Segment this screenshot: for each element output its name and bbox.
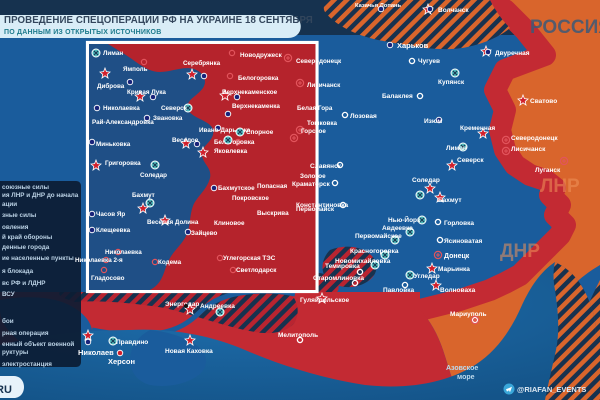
svg-text:Бахмут: Бахмут — [438, 197, 462, 204]
svg-text:Николаевка: Николаевка — [103, 105, 140, 112]
svg-text:Мелитополь: Мелитополь — [278, 332, 318, 339]
svg-text:Спорное: Спорное — [246, 129, 274, 136]
svg-text:Белогоровка: Белогоровка — [238, 75, 279, 82]
svg-text:Изюм: Изюм — [424, 118, 442, 125]
svg-text:Кременная: Кременная — [460, 125, 495, 132]
svg-text:Павловка: Павловка — [383, 287, 414, 294]
svg-text:Верхнекаменское: Верхнекаменское — [222, 89, 278, 96]
svg-text:Горское: Горское — [301, 128, 326, 135]
svg-text:Харьков: Харьков — [397, 41, 429, 50]
svg-text:Славянск: Славянск — [310, 163, 342, 170]
svg-text:Серебрянка: Серебрянка — [183, 59, 221, 67]
svg-text:Красногоровка: Красногоровка — [350, 248, 399, 255]
svg-text:Гуляйпольское: Гуляйпольское — [300, 296, 349, 304]
svg-text:Донецк: Донецк — [444, 253, 470, 260]
svg-text:Веселое: Веселое — [172, 137, 199, 144]
svg-text:Андреевка: Андреевка — [200, 303, 235, 310]
svg-text:море: море — [457, 374, 475, 381]
svg-text:Лиман: Лиман — [103, 50, 123, 57]
svg-text:Яковлевка: Яковлевка — [214, 148, 248, 155]
svg-text:Северск: Северск — [457, 157, 484, 164]
svg-text:Казачья Лопань: Казачья Лопань — [355, 3, 402, 9]
svg-text:Кодема: Кодема — [158, 259, 182, 266]
svg-text:Клещеевка: Клещеевка — [96, 227, 131, 234]
svg-text:ЛНР: ЛНР — [540, 176, 580, 197]
svg-text:Выскрива: Выскрива — [257, 210, 289, 217]
svg-text:РОССИЯ: РОССИЯ — [530, 17, 600, 38]
svg-text:Григоровка: Григоровка — [105, 160, 141, 167]
svg-text:@RIAFAN_EVENTS: @RIAFAN_EVENTS — [517, 385, 586, 394]
svg-text:Двуречная: Двуречная — [495, 50, 530, 57]
svg-text:Бахмутское: Бахмутское — [218, 185, 255, 192]
svg-text:Энергодар: Энергодар — [165, 301, 199, 308]
svg-text:Тошковка: Тошковка — [307, 120, 337, 127]
svg-text:Балаклея: Балаклея — [382, 93, 413, 100]
svg-text:Соледар: Соледар — [412, 177, 440, 184]
svg-text:Горловка: Горловка — [444, 220, 474, 227]
svg-text:Лиман: Лиман — [446, 145, 467, 152]
svg-text:Новая Каховка: Новая Каховка — [165, 348, 213, 355]
svg-text:Северск: Северск — [161, 105, 188, 112]
svg-text:Волноваха: Волноваха — [440, 287, 476, 294]
svg-text:Попасная: Попасная — [257, 183, 287, 190]
svg-text:Чугуев: Чугуев — [418, 58, 440, 65]
svg-text:Авдеевка: Авдеевка — [382, 225, 413, 232]
svg-text:Старомлиновка: Старомлиновка — [313, 275, 364, 282]
svg-text:Мариуполь: Мариуполь — [450, 311, 487, 318]
svg-text:Купянск: Купянск — [438, 79, 465, 86]
svg-text:Клиновое: Клиновое — [214, 220, 245, 227]
svg-text:Углегорская ТЭС: Углегорская ТЭС — [223, 255, 276, 262]
svg-text:Темировка: Темировка — [325, 263, 360, 270]
svg-text:Рай-Александровка: Рай-Александровка — [92, 118, 154, 126]
svg-text:Бахмут: Бахмут — [132, 192, 155, 199]
svg-text:Светлодарск: Светлодарск — [236, 267, 277, 274]
svg-text:Миньковка: Миньковка — [96, 141, 131, 148]
svg-text:Гладосово: Гладосово — [91, 275, 125, 282]
svg-text:Белогоровка: Белогоровка — [214, 139, 255, 146]
svg-text:Зайцево: Зайцево — [191, 229, 217, 237]
svg-text:Николаевка: Николаевка — [105, 249, 142, 256]
svg-text:Лисичанск: Лисичанск — [511, 146, 546, 153]
svg-text:Нью-Йорк: Нью-Йорк — [388, 215, 421, 224]
svg-text:Лисичанск: Лисичанск — [307, 82, 341, 89]
svg-text:Ясиноватая: Ясиноватая — [444, 238, 483, 245]
svg-text:Золотое: Золотое — [300, 173, 326, 180]
svg-text:Белая Гора: Белая Гора — [297, 105, 333, 112]
svg-text:Константиновка: Константиновка — [296, 202, 349, 209]
svg-text:Новодружеск: Новодружеск — [240, 52, 283, 59]
svg-text:Краматорск: Краматорск — [292, 181, 331, 188]
svg-text:Верхнекаменка: Верхнекаменка — [232, 103, 280, 110]
svg-text:Ямполь: Ямполь — [123, 66, 148, 73]
svg-text:RU: RU — [0, 384, 12, 396]
svg-text:Марьинка: Марьинка — [438, 266, 470, 273]
svg-text:Первомайское: Первомайское — [355, 232, 402, 240]
svg-text:Лозовая: Лозовая — [350, 113, 377, 120]
svg-text:ДНР: ДНР — [500, 241, 540, 262]
svg-text:Сватово: Сватово — [530, 98, 557, 105]
svg-text:Северодонецк: Северодонецк — [511, 135, 558, 142]
svg-text:Кривая Лука: Кривая Лука — [127, 89, 166, 96]
svg-text:Волчанск: Волчанск — [438, 7, 469, 14]
svg-text:Соледар: Соледар — [140, 172, 167, 179]
svg-text:Покровское: Покровское — [232, 195, 269, 202]
svg-text:Угледар: Угледар — [414, 273, 440, 280]
svg-text:Веселая Долина: Веселая Долина — [147, 219, 199, 226]
svg-text:Правдино: Правдино — [116, 339, 148, 346]
svg-text:Часов Яр: Часов Яр — [96, 211, 125, 218]
svg-text:Азовское: Азовское — [446, 365, 478, 372]
svg-text:Херсон: Херсон — [108, 357, 135, 366]
svg-text:Северодонецк: Северодонецк — [296, 58, 342, 65]
svg-text:Звановка: Звановка — [153, 115, 183, 122]
svg-text:Луганск: Луганск — [535, 167, 561, 174]
svg-text:Диброва: Диброва — [97, 82, 125, 90]
